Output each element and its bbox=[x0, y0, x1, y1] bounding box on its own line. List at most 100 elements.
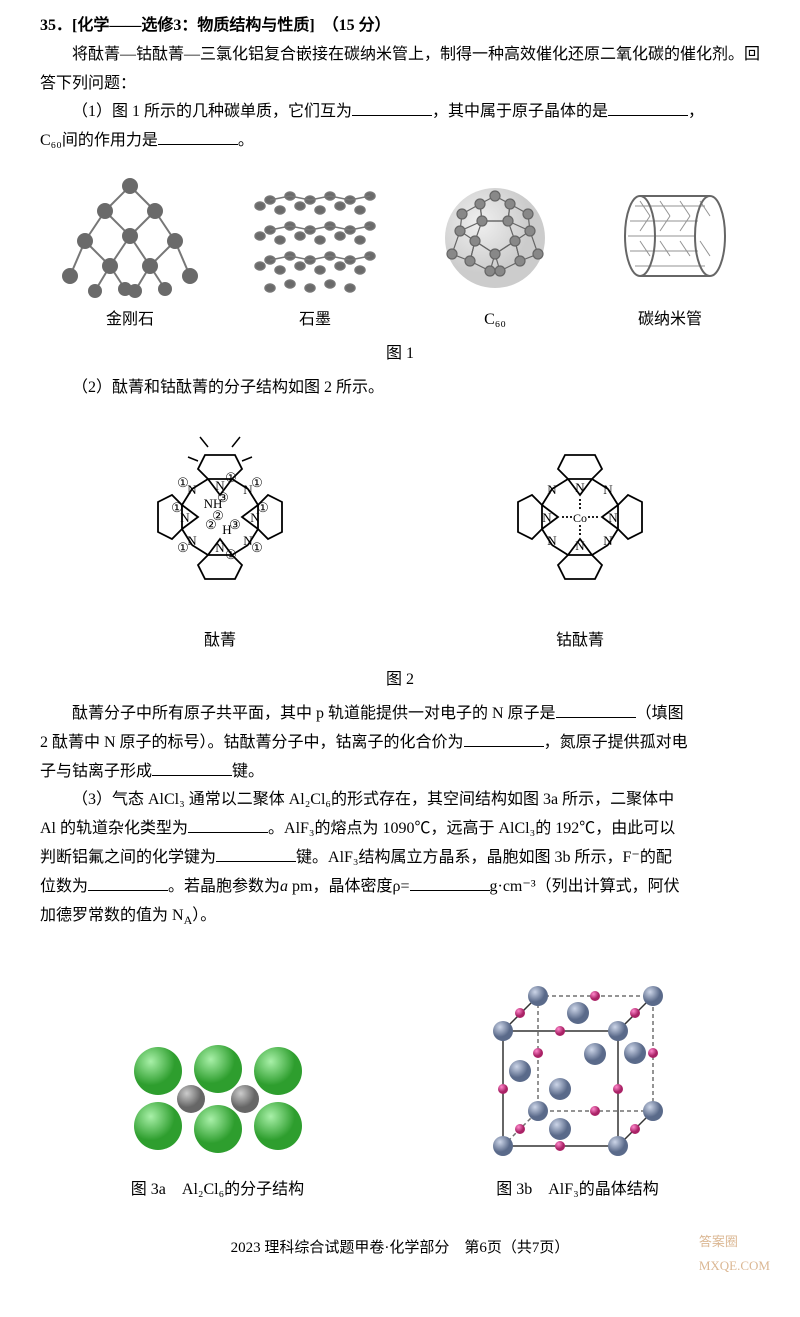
blank-8 bbox=[216, 846, 296, 862]
nanotube-caption: 碳纳米管 bbox=[638, 306, 702, 335]
fig-diamond: 金刚石 bbox=[60, 171, 200, 335]
svg-text:③: ③ bbox=[217, 490, 229, 505]
svg-text:N: N bbox=[603, 533, 613, 548]
q3-p5b: A bbox=[184, 913, 193, 927]
blank-9 bbox=[88, 875, 168, 891]
svg-text:①: ① bbox=[177, 475, 189, 490]
q3-p2a: Al 的轨道杂化类型为 bbox=[40, 820, 188, 837]
q2-p2a: 2 酞菁中 N 原子的标号）。钴酞菁分子中，钴离子的化合价为 bbox=[40, 734, 464, 751]
q1-line2: C₆₀间的作用力是 。 bbox=[40, 127, 760, 156]
fig-co-phthalocyanine: NN NN NN NN Co 钴酞菁 bbox=[465, 412, 695, 656]
alf3-caption: 图 3b AlF₃的晶体结构 bbox=[496, 1176, 658, 1205]
blank-1 bbox=[352, 100, 432, 116]
q2-p3a: 子与钴离子形成 bbox=[40, 763, 152, 780]
svg-text:③: ③ bbox=[229, 517, 241, 532]
diamond-caption: 金刚石 bbox=[106, 306, 154, 335]
fig2-label: 图 2 bbox=[40, 666, 760, 695]
intro-paragraph: 将酞菁—钴酞菁—三氯化铝复合嵌接在碳纳米管上，制得一种高效催化还原二氧化碳的催化… bbox=[40, 41, 760, 99]
blank-4 bbox=[556, 702, 636, 718]
blank-5 bbox=[464, 731, 544, 747]
q2-p1b: （填图 bbox=[636, 705, 684, 722]
q2-p3b: 键。 bbox=[232, 763, 264, 780]
svg-text:①: ① bbox=[177, 540, 189, 555]
page-footer: 2023 理科综合试题甲卷·化学部分 第6页（共7页） bbox=[40, 1235, 760, 1262]
phthalocyanine-svg: N① N① N① N① N① N① N① N① NH③ ② H③ ② bbox=[105, 412, 335, 622]
svg-text:①: ① bbox=[225, 470, 237, 485]
q2-p2b: ，氮原子提供孤对电 bbox=[544, 734, 688, 751]
q1-text-b: ，其中属于原子晶体的是 bbox=[432, 103, 608, 120]
q3-p5: 加德罗常数的值为 NA）。 bbox=[40, 902, 760, 932]
fig-graphite: 石墨 bbox=[240, 176, 390, 335]
fig-al2cl6: 图 3a Al₂Cl₆的分子结构 bbox=[113, 1021, 323, 1205]
q3-p4c: a bbox=[280, 878, 288, 895]
q1-paragraph: （1）图 1 所示的几种碳单质，它们互为 ，其中属于原子晶体的是 ， bbox=[40, 98, 760, 127]
q3-p4e: g·cm⁻³（列出计算式，阿伏 bbox=[490, 878, 680, 895]
svg-text:Co: Co bbox=[573, 511, 587, 525]
blank-3 bbox=[158, 129, 238, 145]
q3-p4b: 。若晶胞参数为 bbox=[168, 878, 280, 895]
figure1-row: 金刚石 bbox=[40, 171, 760, 335]
fig-nanotube: 碳纳米管 bbox=[600, 176, 740, 335]
svg-text:N: N bbox=[575, 538, 585, 553]
q1-end: 。 bbox=[238, 132, 254, 149]
nanotube-svg bbox=[600, 176, 740, 301]
q3-p4d: pm，晶体密度ρ= bbox=[288, 878, 409, 895]
svg-text:①: ① bbox=[171, 500, 183, 515]
q1-c60-text: C₆₀间的作用力是 bbox=[40, 132, 158, 149]
fig-alf3: 图 3b AlF₃的晶体结构 bbox=[468, 971, 688, 1205]
watermark: 答案圈 MXQE.COM bbox=[699, 1230, 770, 1277]
phthalocyanine-caption: 酞菁 bbox=[204, 627, 236, 656]
q3-p3b: 键。AlF₃结构属立方晶系，晶胞如图 3b 所示，F⁻的配 bbox=[296, 849, 672, 866]
svg-text:N: N bbox=[603, 482, 613, 497]
svg-text:N: N bbox=[575, 480, 585, 495]
al2cl6-caption: 图 3a Al₂Cl₆的分子结构 bbox=[131, 1176, 304, 1205]
fig-phthalocyanine: N① N① N① N① N① N① N① N① NH③ ② H③ ② 酞菁 bbox=[105, 412, 335, 656]
co-phthalocyanine-caption: 钴酞菁 bbox=[556, 627, 604, 656]
blank-10 bbox=[410, 875, 490, 891]
question-title: [化学——选修3：物质结构与性质] （15 分） bbox=[72, 17, 391, 34]
q3-p3a: 判断铝氟之间的化学键为 bbox=[40, 849, 216, 866]
blank-7 bbox=[188, 817, 268, 833]
q3-p1: （3）气态 AlCl₃ 通常以二聚体 Al₂Cl₆的形式存在，其空间结构如图 3… bbox=[40, 786, 760, 815]
blank-6 bbox=[152, 760, 232, 776]
svg-text:N: N bbox=[547, 482, 557, 497]
figure2-row: N① N① N① N① N① N① N① N① NH③ ② H③ ② 酞菁 bbox=[40, 412, 760, 656]
q3-p2b: 。AlF₃的熔点为 1090℃，远高于 AlCl₃的 192℃，由此可以 bbox=[268, 820, 675, 837]
svg-text:N: N bbox=[542, 510, 552, 525]
q3-p4: 位数为 。若晶胞参数为a pm，晶体密度ρ= g·cm⁻³（列出计算式，阿伏 bbox=[40, 873, 760, 902]
q1-text-a: （1）图 1 所示的几种碳单质，它们互为 bbox=[72, 103, 352, 120]
svg-text:N: N bbox=[608, 510, 618, 525]
q3-p4a: 位数为 bbox=[40, 878, 88, 895]
svg-text:①: ① bbox=[257, 500, 269, 515]
svg-text:N: N bbox=[215, 540, 225, 555]
q3-p3: 判断铝氟之间的化学键为 键。AlF₃结构属立方晶系，晶胞如图 3b 所示，F⁻的配 bbox=[40, 844, 760, 873]
c60-svg bbox=[430, 176, 560, 301]
q3-p5c: ）。 bbox=[192, 907, 216, 924]
svg-text:②: ② bbox=[212, 508, 224, 523]
graphite-svg bbox=[240, 176, 390, 301]
q3-p2: Al 的轨道杂化类型为 。AlF₃的熔点为 1090℃，远高于 AlCl₃的 19… bbox=[40, 815, 760, 844]
q3-p5a: 加德罗常数的值为 N bbox=[40, 907, 184, 924]
q2-body-p2: 2 酞菁中 N 原子的标号）。钴酞菁分子中，钴离子的化合价为 ，氮原子提供孤对电 bbox=[40, 729, 760, 758]
q2-body-p1: 酞菁分子中所有原子共平面，其中 p 轨道能提供一对电子的 N 原子是 （填图 bbox=[40, 700, 760, 729]
q2-p1a: 酞菁分子中所有原子共平面，其中 p 轨道能提供一对电子的 N 原子是 bbox=[72, 705, 556, 722]
svg-text:①: ① bbox=[251, 475, 263, 490]
question-number: 35． bbox=[40, 17, 72, 34]
al2cl6-svg bbox=[113, 1021, 323, 1171]
q2-body-p3: 子与钴离子形成 键。 bbox=[40, 758, 760, 787]
svg-text:①: ① bbox=[251, 540, 263, 555]
svg-text:①: ① bbox=[225, 547, 237, 562]
c60-caption: C₆₀ bbox=[484, 306, 506, 335]
q1-text-c: ， bbox=[688, 103, 704, 120]
question-header: 35．[化学——选修3：物质结构与性质] （15 分） bbox=[40, 12, 760, 41]
fig1-label: 图 1 bbox=[40, 340, 760, 369]
svg-text:N: N bbox=[547, 533, 557, 548]
fig-c60: C₆₀ bbox=[430, 176, 560, 335]
blank-2 bbox=[608, 100, 688, 116]
diamond-svg bbox=[60, 171, 200, 301]
q2-intro: （2）酞菁和钴酞菁的分子结构如图 2 所示。 bbox=[40, 374, 760, 403]
figure3-row: 图 3a Al₂Cl₆的分子结构 bbox=[40, 971, 760, 1205]
graphite-caption: 石墨 bbox=[299, 306, 331, 335]
alf3-svg bbox=[468, 971, 688, 1171]
co-phthalocyanine-svg: NN NN NN NN Co bbox=[465, 412, 695, 622]
